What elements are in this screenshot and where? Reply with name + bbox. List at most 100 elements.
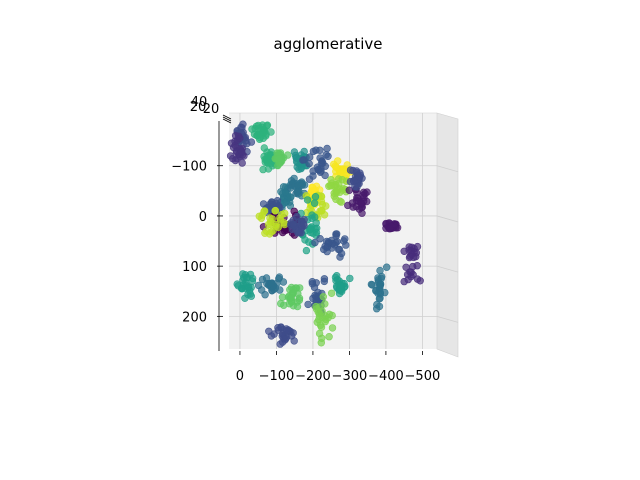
point-cluster-20 (311, 238, 319, 247)
point-cluster-29 (274, 324, 282, 332)
point-cluster-22 (412, 249, 420, 257)
y-tick-label-2: 100 (182, 260, 207, 275)
z-tick-mark-1 (222, 116, 232, 122)
point-cluster-20 (332, 232, 340, 240)
point-cluster-15 (318, 207, 326, 215)
point-cluster-30 (381, 288, 389, 297)
point-cluster-16 (306, 225, 315, 233)
point-cluster-26 (308, 280, 317, 288)
point-cluster-15 (318, 200, 327, 209)
point-cluster-16 (303, 196, 312, 204)
point-cluster-23 (233, 280, 241, 288)
point-cluster-16 (311, 193, 320, 201)
point-cluster-0 (247, 138, 256, 146)
scatter-points (226, 120, 424, 348)
point-cluster-6 (314, 165, 322, 174)
point-cluster-28 (316, 303, 324, 311)
point-cluster-18 (276, 214, 284, 222)
z-tick-label-2: 20 (203, 102, 220, 117)
point-cluster-18 (281, 209, 289, 218)
point-cluster-22 (413, 262, 421, 270)
point-cluster-6 (299, 156, 307, 164)
point-cluster-11 (286, 193, 294, 202)
x-tick-label-1: −100 (259, 369, 295, 384)
point-cluster-28 (328, 324, 337, 332)
point-cluster-1 (237, 147, 246, 156)
point-cluster-10 (351, 183, 359, 191)
x-tick-label-2: −200 (295, 369, 331, 384)
point-cluster-22 (400, 277, 408, 286)
point-cluster-16 (302, 246, 311, 255)
point-cluster-18 (271, 207, 279, 215)
point-cluster-20 (341, 235, 349, 243)
point-cluster-19 (299, 220, 308, 228)
point-cluster-8 (332, 189, 340, 197)
point-cluster-24 (280, 301, 288, 309)
x-tick-label-0: 0 (236, 369, 244, 384)
point-cluster-30 (367, 280, 376, 289)
point-cluster-1 (238, 159, 246, 167)
point-cluster-29 (288, 332, 296, 340)
point-cluster-6 (323, 144, 331, 153)
point-cluster-19 (289, 220, 297, 229)
point-cluster-28 (313, 318, 321, 326)
point-cluster-13 (259, 200, 268, 208)
point-cluster-25 (275, 275, 283, 283)
z-tick-mark-2 (222, 118, 232, 124)
point-cluster-6 (317, 159, 326, 168)
point-cluster-20 (337, 249, 346, 258)
point-cluster-8 (326, 181, 334, 190)
point-cluster-22 (400, 247, 408, 256)
point-cluster-29 (283, 327, 291, 335)
point-cluster-22 (416, 277, 424, 285)
point-cluster-30 (383, 263, 391, 271)
point-cluster-26 (304, 300, 312, 309)
point-cluster-27 (337, 284, 345, 292)
point-cluster-8 (339, 184, 347, 193)
x-tick-label-3: −300 (332, 369, 368, 384)
point-cluster-6 (316, 146, 324, 155)
point-cluster-11 (281, 198, 289, 207)
y-axis-ticks: −100 0 100 200 (171, 160, 223, 325)
x-axis-ticks: 0 −100 −200 −300 −400 −500 (236, 351, 440, 384)
point-cluster-6 (305, 160, 313, 168)
point-cluster-30 (376, 280, 385, 288)
point-cluster-12 (294, 181, 302, 190)
z-tick-label-0: 40 (191, 95, 208, 110)
point-cluster-29 (282, 335, 290, 343)
point-cluster-1 (236, 134, 244, 143)
point-cluster-26 (320, 275, 329, 283)
point-cluster-11 (281, 188, 290, 197)
point-cluster-25 (261, 291, 269, 299)
point-cluster-8 (337, 198, 345, 206)
point-cluster-18 (261, 229, 269, 237)
point-cluster-20 (316, 235, 324, 243)
point-cluster-16 (311, 213, 319, 221)
point-cluster-9 (358, 209, 366, 217)
point-cluster-3 (259, 165, 267, 174)
point-cluster-28 (319, 293, 327, 301)
point-cluster-23 (241, 294, 249, 302)
point-cluster-1 (226, 152, 235, 160)
point-cluster-25 (262, 274, 271, 282)
grid-line-side-1 (436, 215, 459, 223)
point-cluster-25 (267, 279, 275, 288)
y-tick-label-0: −100 (171, 160, 207, 175)
point-cluster-23 (240, 274, 248, 282)
point-cluster-16 (310, 199, 319, 207)
z-tick-mark-0 (222, 114, 232, 120)
point-cluster-20 (342, 241, 350, 249)
y-tick-label-1: 0 (199, 210, 207, 225)
point-cluster-22 (406, 268, 414, 276)
point-cluster-7 (332, 163, 341, 172)
point-cluster-10 (356, 169, 364, 177)
point-cluster-15 (306, 204, 314, 213)
point-cluster-28 (325, 310, 334, 318)
point-cluster-9 (357, 199, 366, 207)
point-cluster-30 (373, 300, 381, 309)
x-tick-label-4: −400 (368, 369, 404, 384)
point-cluster-20 (321, 242, 329, 250)
point-cluster-5 (290, 148, 299, 156)
point-cluster-27 (346, 274, 354, 283)
